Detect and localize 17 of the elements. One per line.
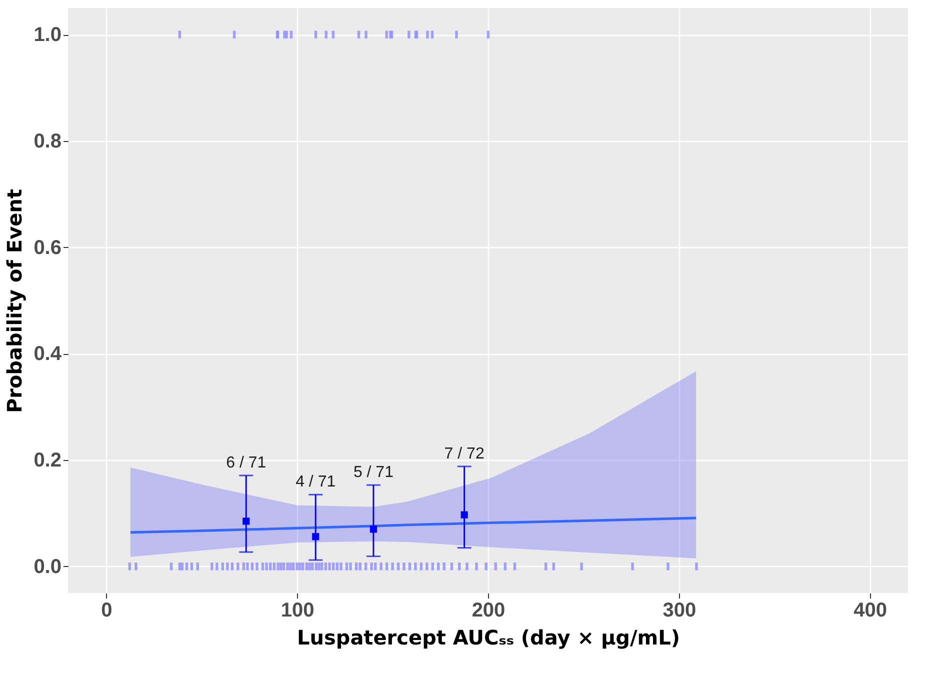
y-tick-label: 0.8 [34,130,62,152]
y-tick-label: 0.4 [34,343,62,366]
x-tick-label: 200 [472,600,506,622]
annotation: 5 / 71 [353,464,394,482]
x-tick-label: 100 [280,600,314,622]
y-tick-label: 0.2 [34,450,62,472]
x-axis-title: Luspatercept AUCₛₛ (day × μg/mL) [296,626,680,650]
x-tick-label: 0 [101,600,112,622]
annotation: 6 / 71 [226,454,266,472]
y-axis-title: Probability of Event [2,188,27,413]
annotation: 4 / 71 [296,474,336,491]
y-tick-label: 0.6 [34,236,62,259]
x-tick-label: 400 [854,600,888,622]
y-tick-label: 1.0 [34,24,62,46]
x-tick-label: 300 [662,600,696,622]
y-tick-label: 0.0 [34,556,62,578]
annotation: 7 / 72 [444,445,484,462]
